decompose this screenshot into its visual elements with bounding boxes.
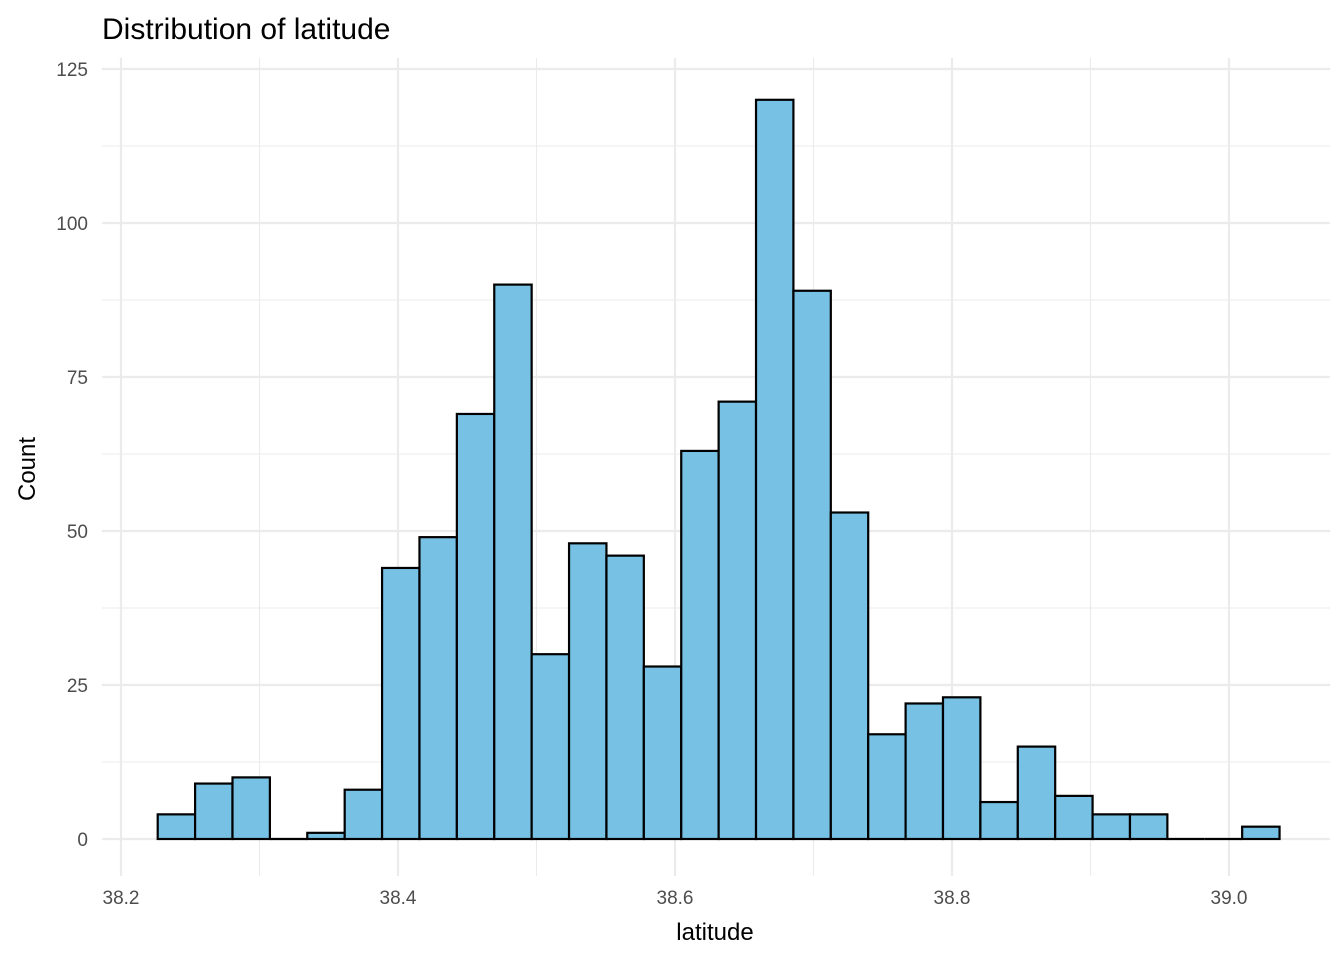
y-axis-tick-labels: 0 25 50 75 100 125: [56, 60, 88, 851]
histogram-bar: [455, 412, 496, 841]
histogram-bar: [867, 733, 907, 841]
histogram-bar: [193, 782, 234, 841]
x-tick-label: 39.0: [1211, 888, 1248, 909]
histogram-bar: [493, 283, 533, 841]
histogram-bar: [231, 776, 271, 841]
histogram-bar: [306, 831, 346, 841]
x-tick-label: 38.4: [380, 888, 417, 909]
histogram-bar: [680, 449, 720, 841]
histogram-bar: [343, 788, 384, 841]
histogram-bar: [156, 813, 197, 841]
y-axis-title: Count: [14, 437, 41, 501]
histogram-bar: [904, 702, 945, 841]
histogram-bar: [792, 289, 832, 841]
grid: [102, 58, 1330, 876]
histogram-bar: [530, 653, 571, 841]
histogram-bar: [1128, 813, 1169, 841]
x-tick-label: 38.6: [657, 888, 694, 909]
histogram-bar: [1054, 794, 1094, 841]
histogram-bar: [605, 554, 645, 841]
histogram-bar: [418, 536, 458, 841]
y-tick-label: 25: [67, 676, 88, 697]
histogram-bar: [1241, 825, 1281, 841]
histogram-bar: [754, 98, 795, 841]
histogram-bar: [567, 542, 608, 841]
x-tick-label: 38.8: [934, 888, 971, 909]
chart-title: Distribution of latitude: [102, 13, 391, 46]
y-tick-label: 0: [77, 830, 88, 851]
y-tick-label: 50: [67, 522, 88, 543]
histogram-bar: [642, 665, 683, 841]
histogram-bar: [380, 566, 421, 841]
histogram-bar: [717, 400, 758, 841]
y-tick-label: 75: [67, 368, 88, 389]
histogram-bar: [979, 800, 1019, 841]
histogram-bar: [1016, 745, 1057, 841]
x-tick-label: 38.2: [103, 888, 140, 909]
x-axis-title: latitude: [676, 919, 753, 946]
histogram-bar: [1091, 813, 1132, 841]
y-tick-label: 125: [56, 60, 88, 81]
bars: [156, 98, 1281, 841]
x-axis-tick-labels: 38.2 38.4 38.6 38.8 39.0: [103, 888, 1248, 909]
histogram-bar: [829, 511, 870, 841]
histogram-bar: [941, 696, 982, 841]
y-tick-label: 100: [56, 214, 88, 235]
